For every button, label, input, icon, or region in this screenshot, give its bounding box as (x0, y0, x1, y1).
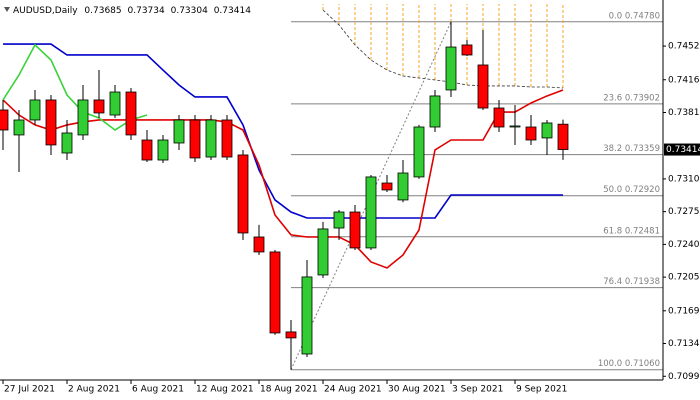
symbol: AUDUSD,Daily (13, 6, 78, 16)
candle-body (445, 46, 457, 91)
candle-body (237, 154, 249, 234)
candle-body (157, 139, 169, 161)
close-value: 0.73414 (214, 6, 251, 16)
candle-body (109, 91, 121, 116)
candle-body (541, 122, 553, 139)
candle-body (317, 228, 329, 276)
open-value: 0.73685 (84, 6, 121, 16)
candle-body (205, 119, 217, 158)
fib-label: 100.0 0.71060 (598, 359, 660, 369)
fib-label: 0.0 0.74780 (609, 11, 660, 21)
candle-body (349, 211, 361, 249)
candle-body (269, 251, 281, 334)
candle-body (397, 172, 409, 201)
candle-body (61, 132, 73, 154)
x-tick-label: 12 Aug 2021 (196, 385, 254, 395)
candle-body (557, 123, 569, 150)
fib-label: 50.0 0.72920 (603, 185, 660, 195)
x-tick-label: 6 Aug 2021 (132, 385, 184, 395)
x-tick-label: 27 Jul 2021 (4, 385, 55, 395)
fib-label: 23.6 0.73902 (603, 93, 660, 103)
candle-body (13, 119, 25, 136)
fib-label: 38.2 0.73359 (603, 144, 660, 154)
high-value: 0.73734 (128, 6, 165, 16)
candle-body (125, 91, 137, 136)
x-tick-label: 30 Aug 2021 (388, 385, 446, 395)
candle-body (333, 211, 345, 229)
candle-body (141, 139, 153, 161)
candle-body (45, 99, 57, 146)
candle-body (77, 99, 89, 136)
candle-body (189, 119, 201, 159)
candle-body (509, 125, 521, 128)
x-tick-label: 2 Aug 2021 (68, 385, 120, 395)
x-tick-label: 24 Aug 2021 (324, 385, 382, 395)
candle-body (413, 126, 425, 178)
indicator-layer (2, 4, 564, 269)
y-tick-label: 0.74520 (668, 42, 700, 52)
indicator-line (2, 89, 564, 269)
indicator-line (3, 43, 563, 219)
candle-body (301, 276, 313, 355)
candle-layer (0, 21, 569, 370)
price-label: 0.73414 (666, 145, 700, 155)
candle-body (477, 64, 489, 109)
indicator-line (322, 9, 564, 89)
candle-body (0, 109, 9, 131)
candle-body (461, 44, 473, 56)
price-label-box (664, 143, 700, 156)
fib-label: 76.4 0.71938 (603, 277, 660, 287)
indicator-line (2, 43, 148, 131)
candle-body (525, 126, 537, 141)
x-tick-label: 3 Sep 2021 (452, 385, 503, 395)
candle-body (285, 331, 297, 339)
x-tick-label: 18 Aug 2021 (260, 385, 318, 395)
candle-body (493, 107, 505, 128)
x-tick-label: 9 Sep 2021 (516, 385, 567, 395)
symbol-icon (4, 7, 10, 12)
candle-body (93, 99, 105, 114)
candle-body (29, 99, 41, 121)
candle-body (173, 119, 185, 144)
low-value: 0.73304 (171, 6, 208, 16)
candle-body (365, 176, 377, 249)
candle-body (253, 236, 265, 253)
candle-body (381, 182, 393, 191)
candle-body (429, 95, 441, 128)
chart-title: AUDUSD,Daily 0.73685 0.73734 0.73304 0.7… (13, 6, 251, 16)
candle-body (221, 119, 233, 158)
fib-label: 61.8 0.72481 (603, 226, 660, 236)
